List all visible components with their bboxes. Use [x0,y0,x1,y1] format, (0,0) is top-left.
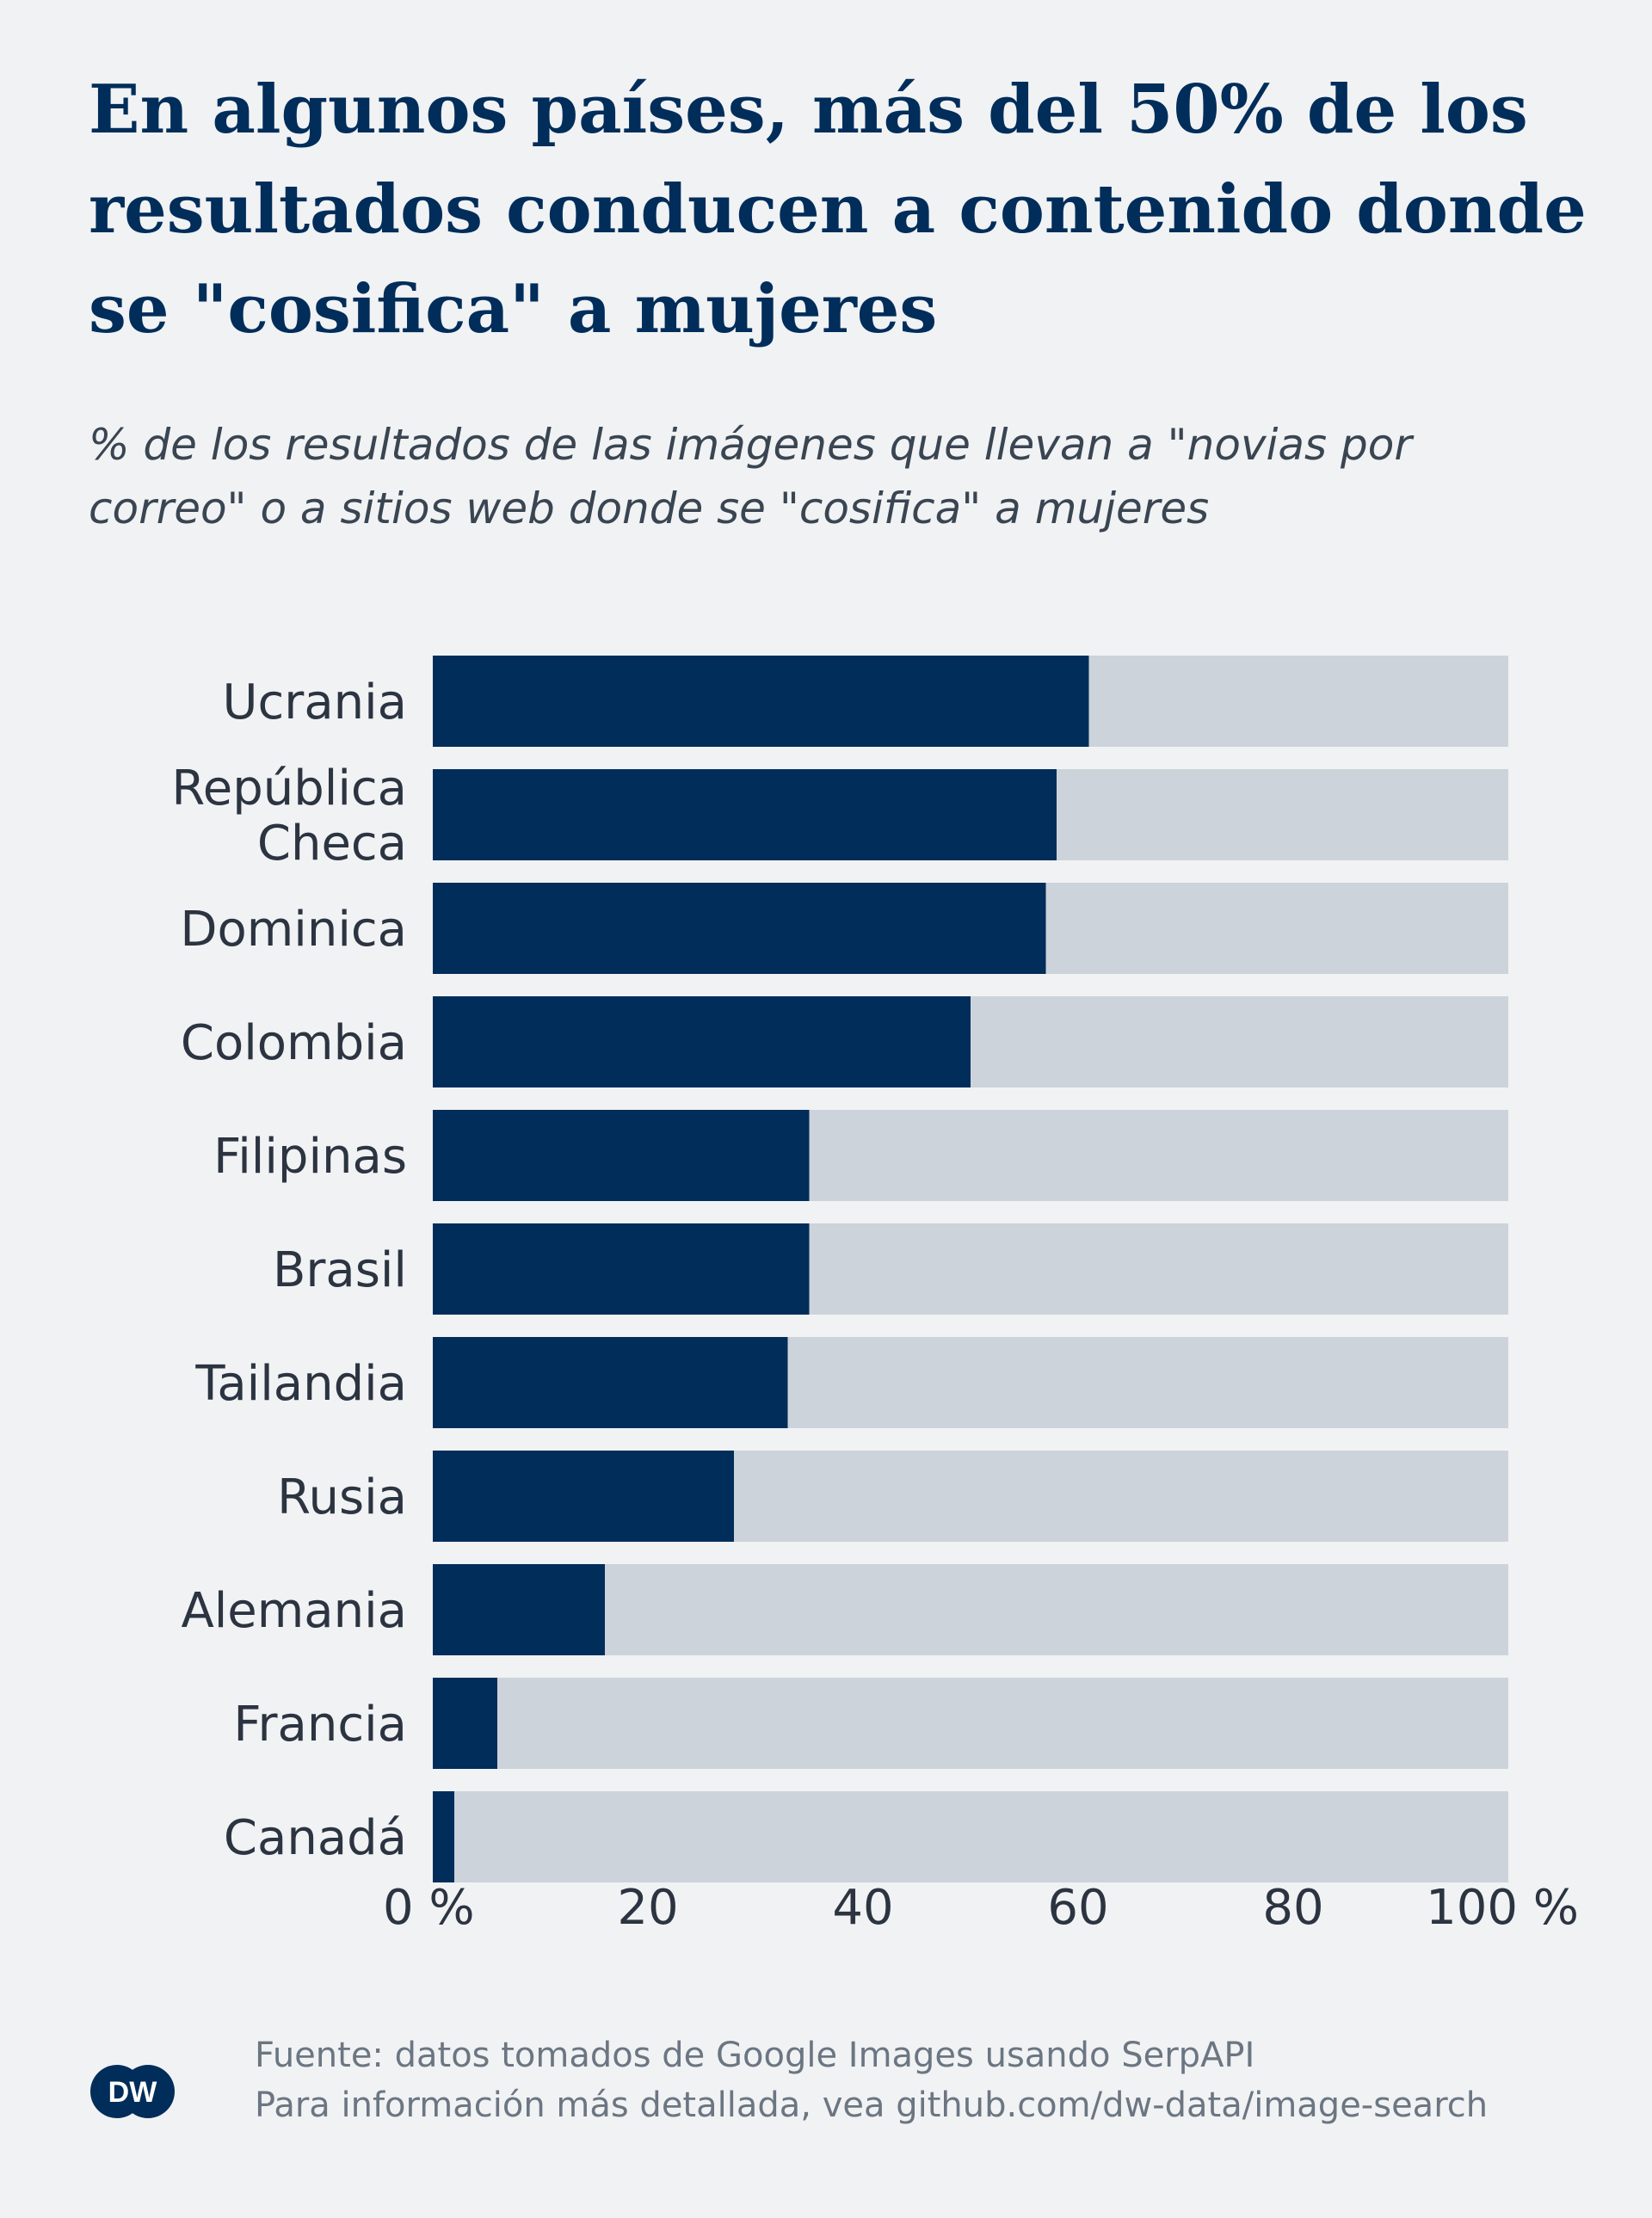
bar-value [433,1564,605,1655]
bar-value [433,1678,497,1769]
category-label: Tailandia [194,1356,407,1412]
chart-title: En algunos países, más del 50% de los re… [89,71,1587,348]
category-label: Rusia [277,1469,407,1525]
bar-remainder [433,1791,1508,1882]
category-label: Brasil [273,1242,407,1298]
x-tick-label: 100 % [1426,1880,1579,1936]
category-label: Dominica [180,902,407,958]
category-label: Francia [233,1697,407,1753]
bar-value [433,769,1057,860]
category-label: Canadá [224,1810,407,1866]
bar-value [433,1223,810,1315]
category-label: Filipinas [213,1129,407,1185]
x-tick-label: 40 [832,1880,893,1936]
bar-remainder [433,1564,1508,1655]
bar-value [433,1110,810,1201]
source-line-1: Fuente: datos tomados de Google Images u… [255,2036,1255,2075]
bar-value [433,1451,734,1542]
source-note: Fuente: datos tomados de Google Images u… [255,2030,1488,2130]
x-tick-label: 80 [1262,1880,1323,1936]
bar-value [433,1791,454,1882]
chart-subtitle: % de los resultados de las imágenes que … [89,420,1412,533]
bar-value [433,656,1089,747]
x-tick-label: 0 % [383,1880,475,1936]
category-label: Alemania [181,1583,407,1639]
x-tick-label: 20 [617,1880,678,1936]
dw-logo: DW [90,2065,175,2118]
bar-chart: Ucrania República Checa Dominica Colombia Fil… [171,656,1579,1936]
bar-value [433,1337,788,1428]
category-label: Colombia [181,1015,407,1071]
source-line-2: Para información más detallada, vea gith… [255,2086,1489,2125]
bar-remainder [433,1678,1508,1769]
category-label: República Checa [171,761,407,872]
bar-value [433,996,971,1087]
x-tick-label: 60 [1047,1880,1108,1936]
category-label: Ucrania [223,675,407,730]
dw-logo-text: DW [108,2076,158,2109]
bar-value [433,883,1046,974]
